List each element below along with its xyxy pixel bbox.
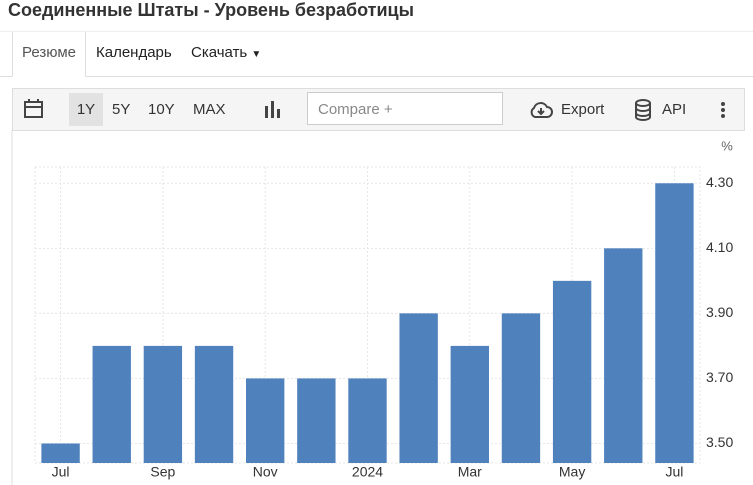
tab-bar: Резюме Календарь Скачать ▼ xyxy=(0,31,753,77)
range-button[interactable]: 10Y xyxy=(148,101,175,118)
x-tick-label: 2024 xyxy=(352,464,383,480)
x-tick-label: Nov xyxy=(253,464,278,480)
bar xyxy=(399,313,438,463)
tab[interactable]: Скачать ▼ xyxy=(191,44,261,61)
range-button[interactable]: 5Y xyxy=(112,101,131,118)
menu-icon[interactable] xyxy=(720,101,726,119)
range-button[interactable]: MAX xyxy=(193,101,226,118)
y-tick-label: 4.10 xyxy=(706,239,733,255)
tab[interactable]: Резюме xyxy=(12,32,86,77)
y-tick-label: 4.30 xyxy=(706,174,733,190)
api-button[interactable]: API xyxy=(662,101,687,118)
bar xyxy=(501,313,541,463)
bar xyxy=(92,345,131,463)
chart: % 3.50 3.70 3.90 4.10 4.30 Jul Sep Nov 2024 Mar Ma… xyxy=(11,130,733,485)
dropdown-arrow: ▼ xyxy=(251,49,262,60)
bar xyxy=(348,378,387,463)
calendar-icon[interactable] xyxy=(24,99,44,119)
x-tick-label: Jul xyxy=(665,464,683,480)
y-tick-label: 3.50 xyxy=(706,434,733,450)
page-title: Соединенные Штаты - Уровень безработицы xyxy=(8,0,414,20)
x-tick-label: Mar xyxy=(458,464,482,480)
api-icon[interactable] xyxy=(634,99,652,121)
bar xyxy=(194,345,234,463)
y-tick-label: 3.90 xyxy=(706,304,733,320)
chart-type-icon[interactable] xyxy=(263,100,281,118)
bar xyxy=(246,378,285,463)
bar xyxy=(604,248,643,463)
compare-input[interactable]: Compare + xyxy=(307,92,503,125)
x-tick-label: Jul xyxy=(52,464,70,480)
bar xyxy=(552,280,592,463)
x-tick-label: Sep xyxy=(150,464,175,480)
bar xyxy=(655,183,694,463)
bar xyxy=(450,345,489,463)
export-button[interactable]: Export xyxy=(561,101,605,118)
x-tick-label: May xyxy=(559,464,585,480)
bar xyxy=(143,345,183,463)
tab[interactable]: Календарь xyxy=(96,44,172,61)
tab-label: Скачать xyxy=(191,44,248,61)
bar xyxy=(297,378,336,463)
unit-label: % xyxy=(721,138,733,153)
range-button[interactable]: 1Y xyxy=(69,93,103,126)
y-tick-label: 3.70 xyxy=(706,369,733,385)
toolbar: 1Y 5Y 10Y MAX Compare + Export API xyxy=(12,88,745,131)
bar xyxy=(41,443,80,463)
export-icon[interactable] xyxy=(529,100,553,120)
